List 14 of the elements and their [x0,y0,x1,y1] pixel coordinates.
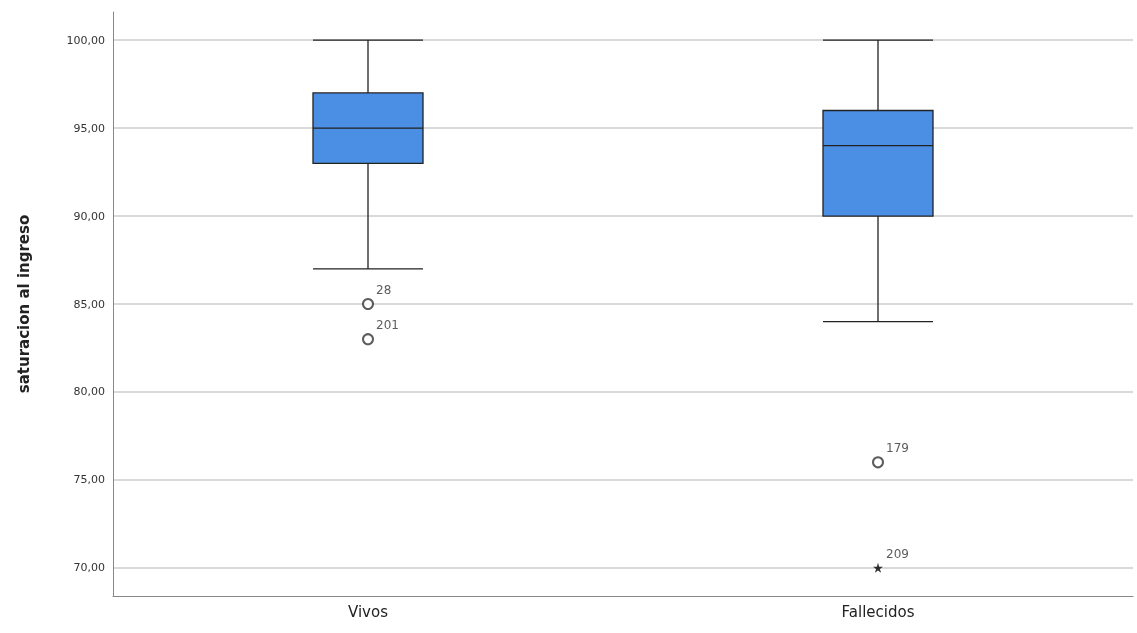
x-tick-label: Vivos [348,602,389,621]
y-tick-label: 90,00 [73,209,105,223]
annotation: 201 [376,318,399,333]
annotation: 28 [376,283,392,297]
y-tick-label: 100,00 [66,33,105,47]
y-tick-label: 85,00 [73,297,105,311]
annotation: 209 [886,546,909,561]
y-tick-label: 80,00 [73,385,105,399]
y-tick-label: 95,00 [73,121,105,135]
y-tick-label: 75,00 [73,473,105,487]
x-tick-label: Fallecidos [841,602,915,621]
annotation: 179 [886,441,909,456]
y-tick-label: 70,00 [73,561,105,575]
y-axis-title: saturacion al ingreso [14,214,33,394]
